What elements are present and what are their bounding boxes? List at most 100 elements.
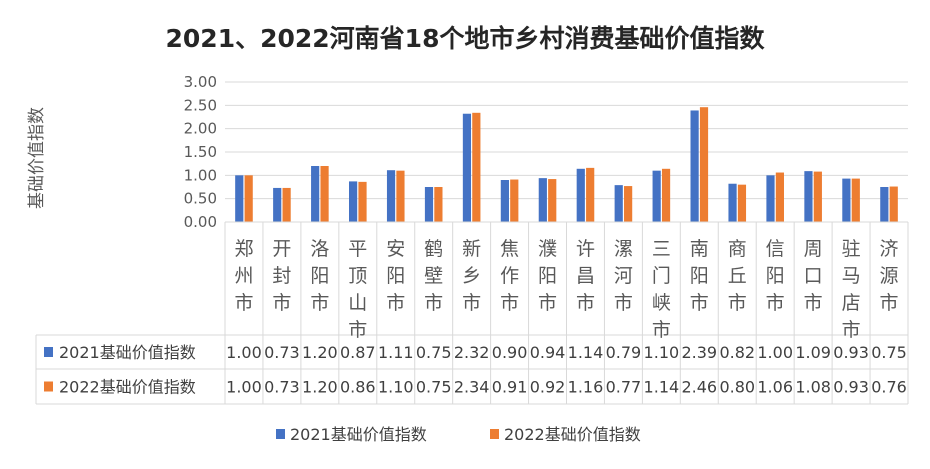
x-tick-label: 洛阳市 <box>310 238 329 314</box>
table-legend-key <box>44 381 53 392</box>
data-label: 1.14 <box>568 343 604 362</box>
bar-2021 <box>424 187 434 222</box>
data-label: 1.10 <box>644 343 680 362</box>
x-tick-label: 新乡市 <box>462 238 481 314</box>
bar-2022 <box>775 172 784 222</box>
data-label: 1.20 <box>302 343 338 362</box>
x-tick-label: 信阳市 <box>766 238 785 314</box>
bar-2021 <box>311 166 320 222</box>
data-label: 0.86 <box>340 378 376 397</box>
data-label: 0.93 <box>833 378 869 397</box>
bar-2021 <box>462 113 472 222</box>
data-label: 2.32 <box>454 343 490 362</box>
bar-2021 <box>614 185 623 222</box>
bar-2022 <box>358 181 367 222</box>
bar-2022 <box>434 187 443 222</box>
data-label: 0.90 <box>492 343 528 362</box>
y-tick-label: 2.50 <box>184 96 217 114</box>
bar-2022 <box>472 112 481 222</box>
legend-label: 2021基础价值指数 <box>290 425 427 444</box>
bar-2021 <box>652 170 661 222</box>
data-label: 1.16 <box>568 378 604 397</box>
bar-2022 <box>699 107 709 222</box>
bar-2022 <box>813 171 822 222</box>
x-tick-label: 三门峡市 <box>652 238 671 341</box>
data-label: 1.11 <box>378 343 414 362</box>
x-tick-label: 许昌市 <box>576 238 595 314</box>
x-tick-label: 郑州市 <box>234 238 253 314</box>
y-tick-label: 2.00 <box>184 120 217 138</box>
bar-2022 <box>889 186 898 222</box>
x-tick-label: 济源市 <box>880 238 899 314</box>
bar-2021 <box>728 183 737 222</box>
data-label: 0.93 <box>833 343 869 362</box>
bar-2022 <box>244 175 253 222</box>
bar-2021 <box>386 170 396 222</box>
data-label: 1.09 <box>795 343 831 362</box>
data-label: 0.77 <box>606 378 642 397</box>
bar-2022 <box>737 184 747 222</box>
x-tick-label: 漯河市 <box>614 238 633 314</box>
bar-2022 <box>586 167 595 222</box>
x-tick-label: 鹤壁市 <box>424 238 443 314</box>
x-tick-label: 濮阳市 <box>538 238 557 314</box>
data-label: 2.34 <box>454 378 490 397</box>
x-tick-label: 驻马店市 <box>842 238 861 341</box>
bar-2021 <box>235 175 244 222</box>
chart-title: 2021、2022河南省18个地市乡村消费基础价值指数 <box>166 24 766 53</box>
y-axis-label: 基础价值指数 <box>27 107 47 209</box>
x-tick-label: 开封市 <box>272 238 291 314</box>
legend-label: 2022基础价值指数 <box>504 425 641 444</box>
data-label: 0.73 <box>264 343 300 362</box>
y-tick-label: 0.50 <box>184 190 217 208</box>
x-tick-label: 安阳市 <box>386 238 405 314</box>
bar-2022 <box>396 170 405 222</box>
data-label: 1.08 <box>795 378 831 397</box>
bar-2022 <box>851 178 860 222</box>
bar-2022 <box>510 179 519 222</box>
data-label: 0.73 <box>264 378 300 397</box>
table-legend-key <box>44 347 53 357</box>
table-series-name: 2021基础价值指数 <box>59 343 196 362</box>
data-label: 2.46 <box>681 378 717 397</box>
legend-key <box>490 429 499 439</box>
data-label: 1.06 <box>757 378 793 397</box>
data-label: 1.00 <box>226 378 262 397</box>
data-label: 0.75 <box>416 343 452 362</box>
data-label: 0.75 <box>416 378 452 397</box>
bar-2021 <box>842 178 851 222</box>
y-tick-label: 0.00 <box>184 213 217 231</box>
x-tick-label: 周口市 <box>804 238 823 314</box>
bar-2021 <box>690 110 699 222</box>
data-label: 1.14 <box>644 378 680 397</box>
data-label: 0.80 <box>719 378 755 397</box>
data-label: 1.00 <box>757 343 793 362</box>
bar-2022 <box>661 168 671 222</box>
x-tick-label: 南阳市 <box>690 238 709 314</box>
x-tick-label: 焦作市 <box>500 238 519 314</box>
bar-2021 <box>766 175 775 222</box>
data-label: 1.20 <box>302 378 338 397</box>
y-tick-label: 1.00 <box>184 166 217 184</box>
data-label: 1.00 <box>226 343 262 362</box>
bar-2021 <box>576 168 585 222</box>
data-label: 0.82 <box>719 343 755 362</box>
bar-2022 <box>282 187 291 222</box>
data-label: 1.10 <box>378 378 414 397</box>
data-label: 2.39 <box>681 343 717 362</box>
legend-key <box>276 429 285 439</box>
y-tick-label: 3.00 <box>184 73 217 91</box>
x-tick-label: 平顶山市 <box>348 238 367 341</box>
bar-2022 <box>320 166 329 222</box>
data-label: 0.92 <box>530 378 566 397</box>
data-label: 0.76 <box>871 378 907 397</box>
x-tick-label: 商丘市 <box>728 238 747 314</box>
bar-2021 <box>349 181 358 222</box>
bar-2021 <box>804 171 813 222</box>
bar-2021 <box>273 187 282 222</box>
bar-2022 <box>548 179 557 222</box>
data-label: 0.91 <box>492 378 528 397</box>
data-label: 0.79 <box>606 343 642 362</box>
bar-2021 <box>500 180 509 222</box>
